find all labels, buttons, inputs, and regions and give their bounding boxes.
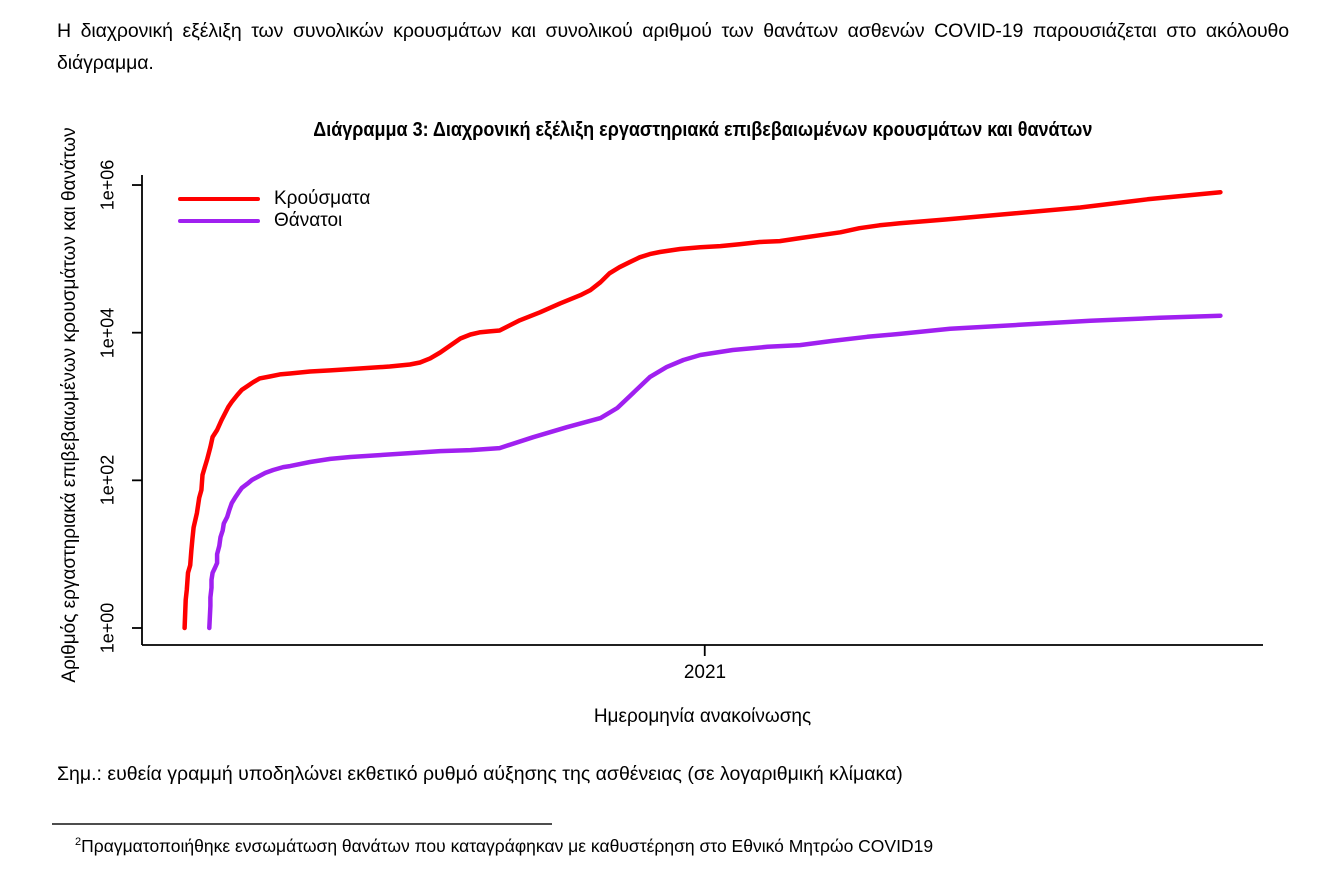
deaths-line [207,313,1223,631]
cases-line [182,189,1223,631]
chart-title: Διάγραμμα 3: Διαχρονική εξέλιξη εργαστηρ… [312,119,1093,141]
footnote: 2Πραγματοποιήθηκε ενσωμάτωση θανάτων που… [75,836,1175,857]
intro-line-2: διάγραμμα. [57,52,154,74]
intro-line-1: Η διαχρονική εξέλιξη των συνολικών κρουσ… [57,20,1289,42]
x-tick-label-2021: 2021 [683,662,727,683]
note-text: Σημ.: ευθεία γραμμή υποδηλώνει εκθετικό … [57,763,903,785]
cases-line-swatch [178,196,260,202]
legend: Κρούσματα Θάνατοι [178,188,370,232]
series-lines [182,189,1223,631]
footnote-text: Πραγματοποιήθηκε ενσωμάτωση θανάτων που … [81,836,934,856]
intro-paragraph: Η διαχρονική εξέλιξη των συνολικών κρουσ… [57,15,1289,79]
tick-marks [132,184,706,656]
x-axis-label: Ημερομηνία ανακοίνωσης [593,706,812,727]
footnote-marker: 2 [75,836,82,849]
legend-label-deaths: Θάνατοι [274,210,343,231]
legend-item-cases: Κρούσματα [178,188,370,210]
legend-item-deaths: Θάνατοι [178,210,370,232]
legend-label-cases: Κρούσματα [274,188,371,209]
deaths-line-swatch [178,218,260,224]
footnote-separator [52,823,552,825]
